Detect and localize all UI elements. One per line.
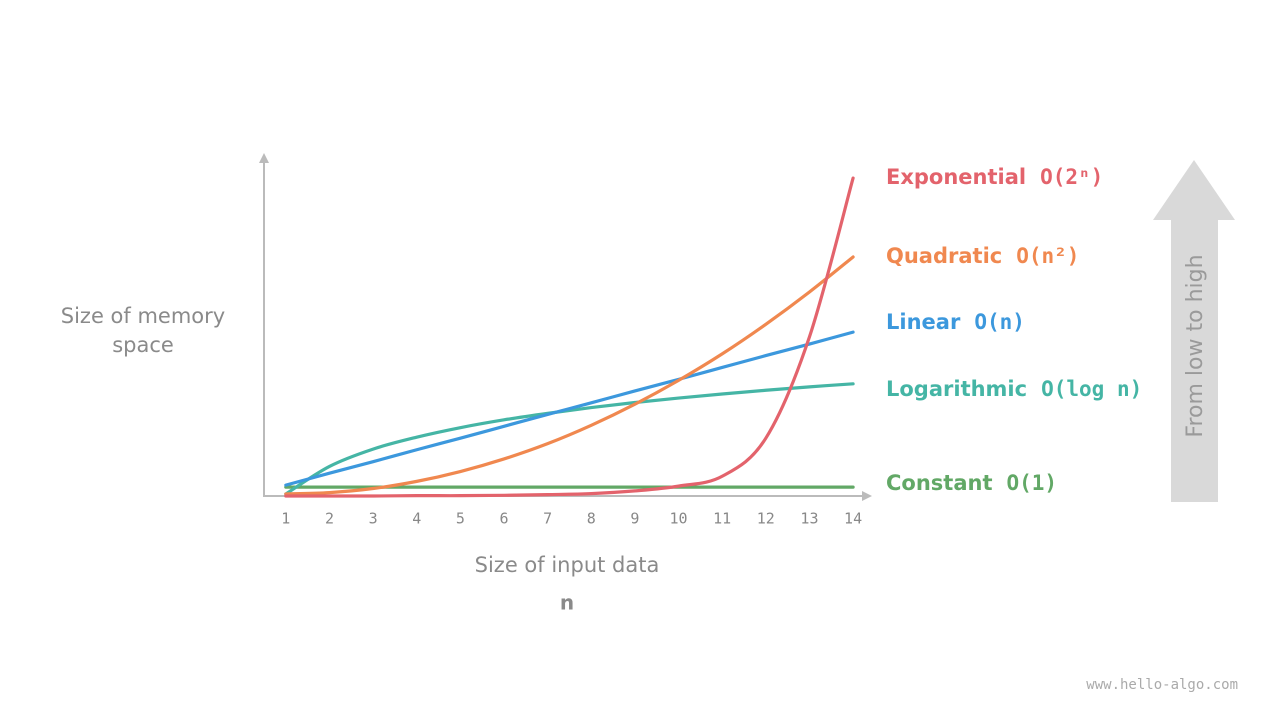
legend-name: Linear [886,310,961,334]
watermark: www.hello-algo.com [1086,677,1238,693]
x-tick-label: 12 [757,510,775,528]
x-tick-label: 4 [412,510,421,528]
legend-entry: Linear O(n) [886,310,1025,334]
legend-name: Exponential [886,165,1026,189]
series-line [284,330,855,487]
legend-notation: O(log n) [1041,377,1142,401]
legend-name: Constant [886,471,993,495]
x-tick-label: 9 [630,510,639,528]
y-axis-label: Size of memory space [60,304,226,357]
x-axis-label: Size of input data [475,553,660,577]
x-tick-label: 10 [670,510,688,528]
x-tick-label: 5 [456,510,465,528]
legend-entry: Constant O(1) [886,471,1057,495]
legend-notation: O(2ⁿ) [1040,165,1103,189]
legend-name: Quadratic [886,244,1002,268]
x-symbol: n [560,591,574,615]
legend-name: Logarithmic [886,377,1027,401]
x-tick-label: 8 [587,510,596,528]
x-tick-label: 13 [800,510,818,528]
order-arrow [1153,160,1235,502]
x-tick-label: 7 [543,510,552,528]
x-tick-label: 2 [325,510,334,528]
x-tick-label: 14 [844,510,862,528]
x-tick-label: 6 [499,510,508,528]
legend-notation: O(1) [1007,471,1058,495]
legend-entry: Exponential O(2ⁿ) [886,165,1103,189]
x-tick-label: 3 [369,510,378,528]
series-line [284,255,855,496]
series-line [284,382,855,496]
x-tick-label: 11 [713,510,731,528]
series-line [284,176,855,498]
legend-entry: Quadratic O(n²) [886,244,1079,268]
legend-notation: O(n²) [1016,244,1079,268]
y-axis-arrow [259,153,269,163]
legend-entry: Logarithmic O(log n) [886,377,1142,401]
x-axis-arrow [862,491,872,501]
order-label: From low to high [1183,254,1208,437]
legend-notation: O(n) [974,310,1025,334]
x-tick-label: 1 [281,510,290,528]
